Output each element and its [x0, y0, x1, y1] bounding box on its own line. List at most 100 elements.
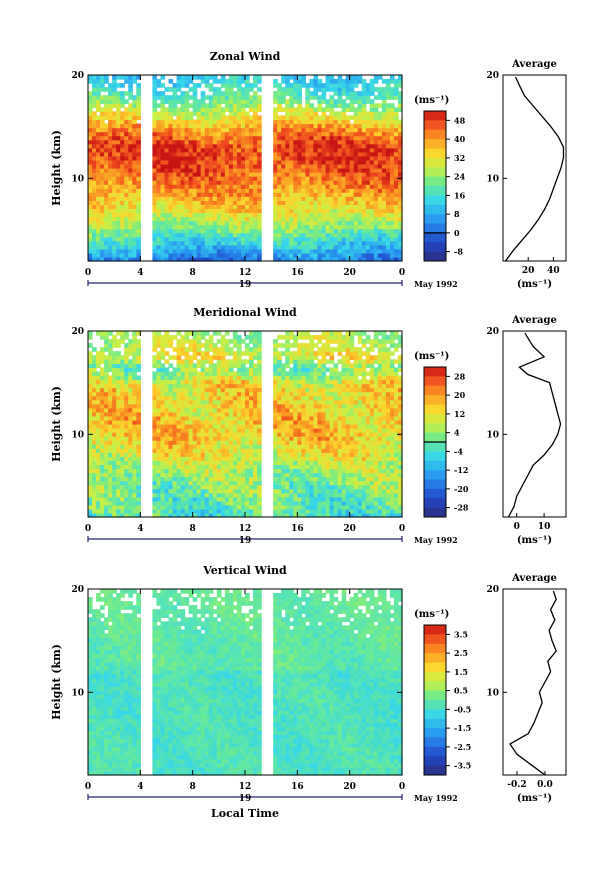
heatmap-cell — [213, 404, 218, 409]
heatmap-cell — [354, 124, 359, 129]
heatmap-cell — [128, 416, 133, 421]
heatmap-cell — [253, 196, 258, 201]
heatmap-cell — [120, 436, 125, 441]
heatmap-cell — [346, 204, 351, 209]
heatmap-cell — [185, 444, 190, 449]
heatmap-cell — [229, 460, 234, 465]
heatmap-cell — [221, 184, 226, 189]
heatmap-cell — [177, 184, 182, 189]
heatmap-cell — [160, 404, 165, 409]
heatmap-cell — [229, 501, 234, 506]
heatmap-cell — [225, 460, 230, 465]
heatmap-cell — [193, 124, 198, 129]
heatmap-cell — [370, 237, 375, 242]
heatmap-cell — [92, 204, 97, 209]
heatmap-cell — [116, 400, 121, 405]
heatmap-cell — [245, 460, 250, 465]
heatmap-cell — [173, 408, 178, 413]
heatmap-cell — [241, 241, 246, 246]
heatmap-cell — [173, 396, 178, 401]
heatmap-cell — [209, 501, 214, 506]
heatmap-cell — [116, 371, 121, 376]
heatmap-cell — [289, 140, 294, 145]
heatmap-cell — [156, 160, 161, 165]
heatmap-cell — [177, 124, 182, 129]
heatmap-cell — [164, 432, 169, 437]
heatmap-cell — [169, 233, 174, 238]
heatmap-cell — [233, 249, 238, 254]
heatmap-cell — [346, 152, 351, 157]
heatmap-cell — [293, 87, 298, 92]
heatmap-cell — [273, 107, 278, 112]
heatmap-cell — [289, 99, 294, 104]
heatmap-cell — [160, 380, 165, 385]
heatmap-cell — [221, 115, 226, 120]
heatmap-cell — [313, 107, 318, 112]
heatmap-cell — [221, 501, 226, 506]
heatmap-cell — [305, 241, 310, 246]
heatmap-cell — [289, 132, 294, 137]
heatmap-cell — [160, 384, 165, 389]
heatmap-cell — [277, 184, 282, 189]
heatmap-cell — [309, 111, 314, 116]
heatmap-cell — [281, 132, 286, 137]
heatmap-cell — [209, 245, 214, 250]
heatmap-cell — [124, 464, 129, 469]
heatmap-cell — [378, 212, 383, 217]
heatmap-cell — [160, 164, 165, 169]
heatmap-cell — [249, 456, 254, 461]
heatmap-cell — [160, 156, 165, 161]
heatmap-cell — [120, 83, 125, 88]
heatmap-cell — [189, 168, 194, 173]
heatmap-cell — [177, 509, 182, 514]
heatmap-cell — [108, 91, 113, 96]
heatmap-cell — [128, 176, 133, 181]
heatmap-cell — [253, 384, 258, 389]
heatmap-cell — [245, 75, 250, 80]
heatmap-cell — [156, 115, 161, 120]
heatmap-cell — [217, 408, 222, 413]
heatmap-cell — [156, 388, 161, 393]
heatmap-cell — [229, 416, 234, 421]
heatmap-cell — [297, 79, 302, 84]
heatmap-cell — [164, 468, 169, 473]
heatmap-cell — [305, 99, 310, 104]
heatmap-cell — [245, 124, 250, 129]
heatmap-cell — [112, 509, 117, 514]
heatmap-cell — [169, 501, 174, 506]
heatmap-cell — [257, 375, 262, 380]
heatmap-cell — [169, 375, 174, 380]
heatmap-cell — [132, 217, 137, 222]
heatmap-cell — [116, 384, 121, 389]
heatmap-cell — [362, 204, 367, 209]
heatmap-cell — [301, 221, 306, 226]
heatmap-cell — [217, 396, 222, 401]
heatmap-cell — [169, 468, 174, 473]
heatmap-cell — [152, 253, 157, 258]
heatmap-cell — [354, 221, 359, 226]
heatmap-cell — [342, 176, 347, 181]
heatmap-cell — [366, 245, 371, 250]
heatmap-cell — [164, 115, 169, 120]
heatmap-cell — [156, 196, 161, 201]
heatmap-cell — [293, 221, 298, 226]
heatmap-cell — [169, 420, 174, 425]
heatmap-cell — [237, 481, 242, 486]
heatmap-cell — [249, 404, 254, 409]
heatmap-cell — [205, 83, 210, 88]
heatmap-cell — [249, 208, 254, 213]
heatmap-cell — [330, 132, 335, 137]
heatmap-cell — [120, 424, 125, 429]
heatmap-cell — [169, 371, 174, 376]
heatmap-cell — [213, 343, 218, 348]
heatmap-cell — [253, 460, 258, 465]
heatmap-cell — [128, 452, 133, 457]
heatmap-cell — [229, 371, 234, 376]
heatmap-cell — [354, 79, 359, 84]
heatmap-cell — [217, 440, 222, 445]
heatmap-cell — [197, 164, 202, 169]
heatmap-cell — [217, 168, 222, 173]
heatmap-cell — [245, 253, 250, 258]
heatmap-cell — [249, 468, 254, 473]
heatmap-cell — [124, 444, 129, 449]
